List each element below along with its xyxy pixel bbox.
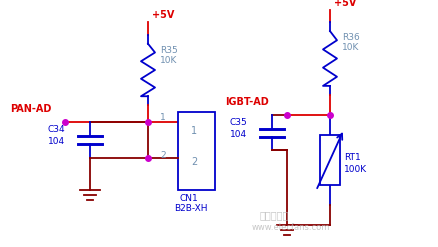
- Text: 1: 1: [191, 126, 197, 136]
- Text: IGBT-AD: IGBT-AD: [225, 97, 269, 107]
- Text: 104: 104: [230, 130, 247, 139]
- Text: 1: 1: [160, 113, 166, 122]
- Text: 10K: 10K: [160, 56, 177, 65]
- Text: www.elecfans.com: www.elecfans.com: [252, 223, 330, 232]
- Text: 电子发烧友: 电子发烧友: [260, 210, 290, 220]
- Text: +5V: +5V: [334, 0, 357, 8]
- Text: 2: 2: [191, 157, 197, 167]
- Text: R36: R36: [342, 33, 360, 42]
- Text: PAN-AD: PAN-AD: [10, 104, 51, 114]
- Text: 100K: 100K: [344, 165, 367, 174]
- Text: RT1: RT1: [344, 153, 361, 162]
- Bar: [178, 112, 215, 190]
- Text: 104: 104: [48, 137, 65, 146]
- Text: 2: 2: [160, 151, 166, 160]
- Text: CN1: CN1: [180, 194, 199, 203]
- Text: C35: C35: [230, 118, 248, 127]
- Text: R35: R35: [160, 46, 178, 55]
- Bar: [320, 135, 340, 185]
- Text: B2B-XH: B2B-XH: [174, 204, 208, 213]
- Text: +5V: +5V: [152, 10, 174, 20]
- Text: 10K: 10K: [342, 43, 359, 52]
- Text: C34: C34: [48, 125, 66, 134]
